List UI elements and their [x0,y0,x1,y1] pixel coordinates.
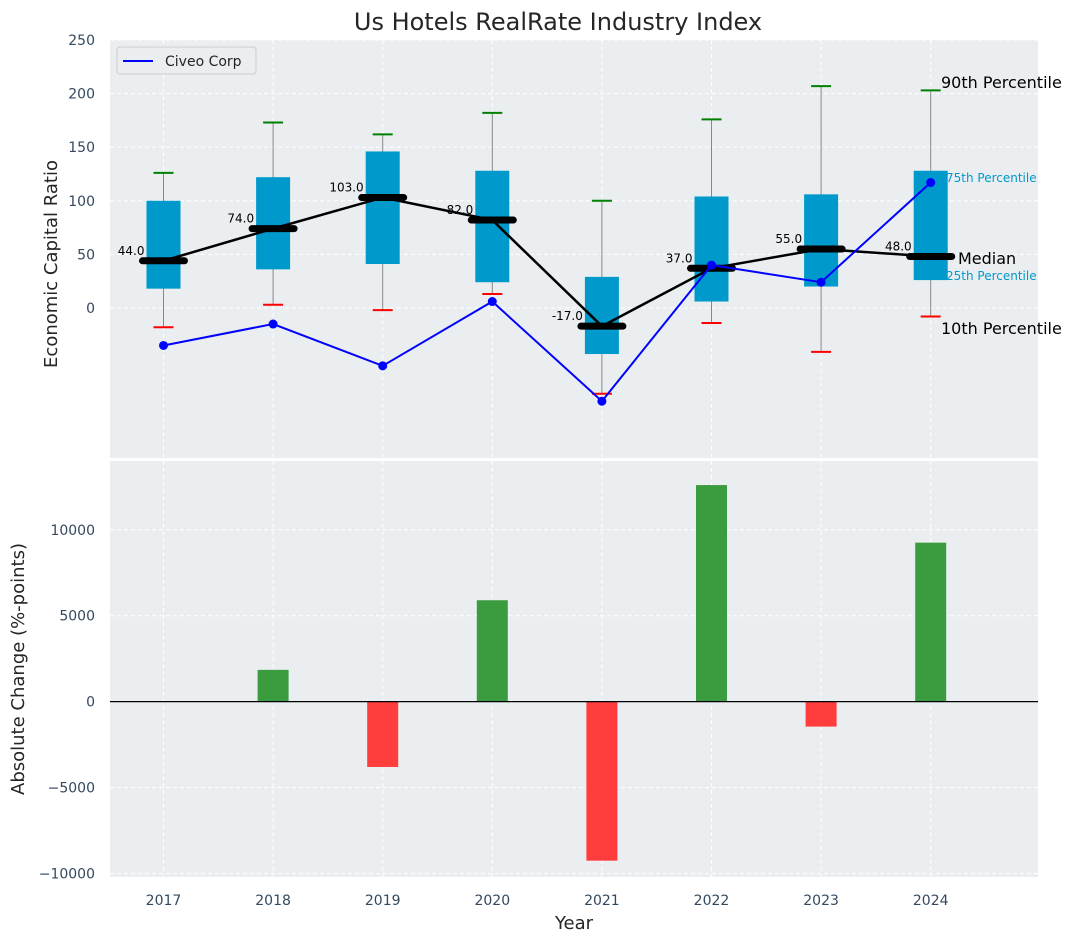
iqr-box-2017 [146,200,181,289]
series-point-2017 [159,340,168,350]
median-value-label-2020: 82.0 [447,203,474,217]
top-y-tick-150: 150 [68,140,95,156]
iqr-box-2020 [475,170,510,283]
bottom-y-tick-3: 5000 [59,609,95,625]
top-y-tick-0: 0 [86,301,95,317]
change-bar-2022 [696,485,727,702]
label-10th-percentile: 10th Percentile [941,319,1062,338]
top-y-tick-100: 100 [68,194,95,210]
box-plot-marks: 44.0 74.0 103.0 82.0 -17.0 37.0 55.0 48.0 [118,85,956,406]
top-y-ticks: 0 50 100 150 200 250 [68,33,95,317]
median-value-label-2018: 74.0 [227,212,254,226]
iqr-box-2024 [913,170,948,281]
x-axis-label: Year [554,913,594,934]
series-point-2019 [378,361,388,371]
change-bar-marks [110,485,1038,861]
chart-title: Us Hotels RealRate Industry Index [354,8,762,36]
top-y-tick-250: 250 [68,33,95,49]
change-bar-panel [110,461,1038,877]
legend-frame [116,46,257,75]
series-point-2021 [597,396,607,406]
series-point-2020 [487,297,497,307]
median-value-label-2022: 37.0 [666,251,693,265]
label-25th-percentile: 25th Percentile [946,269,1037,283]
x-tick-2024: 2024 [913,893,949,909]
top-y-tick-50: 50 [77,247,95,263]
x-tick-2019: 2019 [365,893,401,909]
change-bar-2020 [476,600,508,702]
x-ticks: 2017 2018 2019 2020 2021 2022 2023 2024 [146,893,949,909]
x-tick-2021: 2021 [584,893,620,909]
median-value-label-2017: 44.0 [118,244,145,258]
median-value-label-2019: 103.0 [329,181,363,195]
iqr-box-2022 [694,196,729,302]
legend[interactable]: Civeo Corp [116,46,257,75]
x-tick-2020: 2020 [474,893,510,909]
label-90th-percentile: 90th Percentile [941,73,1062,92]
median-value-label-2021: -17.0 [552,309,583,323]
x-tick-2022: 2022 [694,893,730,909]
series-line-civeo-corp [163,181,932,403]
x-tick-2017: 2017 [146,893,182,909]
median-value-label-2024: 48.0 [885,240,912,254]
bottom-y-tick-2: 0 [86,695,95,711]
series-point-2018 [268,319,278,329]
change-bar-2019 [367,701,399,767]
median-value-label-2023: 55.0 [775,232,802,246]
top-y-tick-200: 200 [68,87,95,103]
bottom-y-ticks: −10000 −5000 0 5000 10000 [39,523,95,883]
label-75th-percentile: 75th Percentile [946,171,1037,185]
label-median: Median [958,249,1016,268]
bottom-y-tick-4: 10000 [50,523,95,539]
series-point-2022 [707,260,716,270]
x-tick-2023: 2023 [803,893,839,909]
bottom-y-axis-label: Absolute Change (%-points) [8,543,29,795]
top-y-axis-label: Economic Capital Ratio [41,160,62,368]
iqr-box-2019 [365,151,400,265]
change-bar-2023 [805,701,837,727]
bottom-y-tick-0: −10000 [39,867,95,883]
bottom-y-tick-1: −5000 [48,781,95,797]
series-point-2024 [926,178,936,188]
change-bar-2024 [915,542,947,702]
legend-label-civeo-corp: Civeo Corp [165,54,242,70]
x-tick-2018: 2018 [255,893,291,909]
change-bar-2018 [257,669,289,702]
series-point-2023 [816,277,826,287]
change-bar-2021 [586,701,618,861]
iqr-box-2018 [256,177,291,270]
